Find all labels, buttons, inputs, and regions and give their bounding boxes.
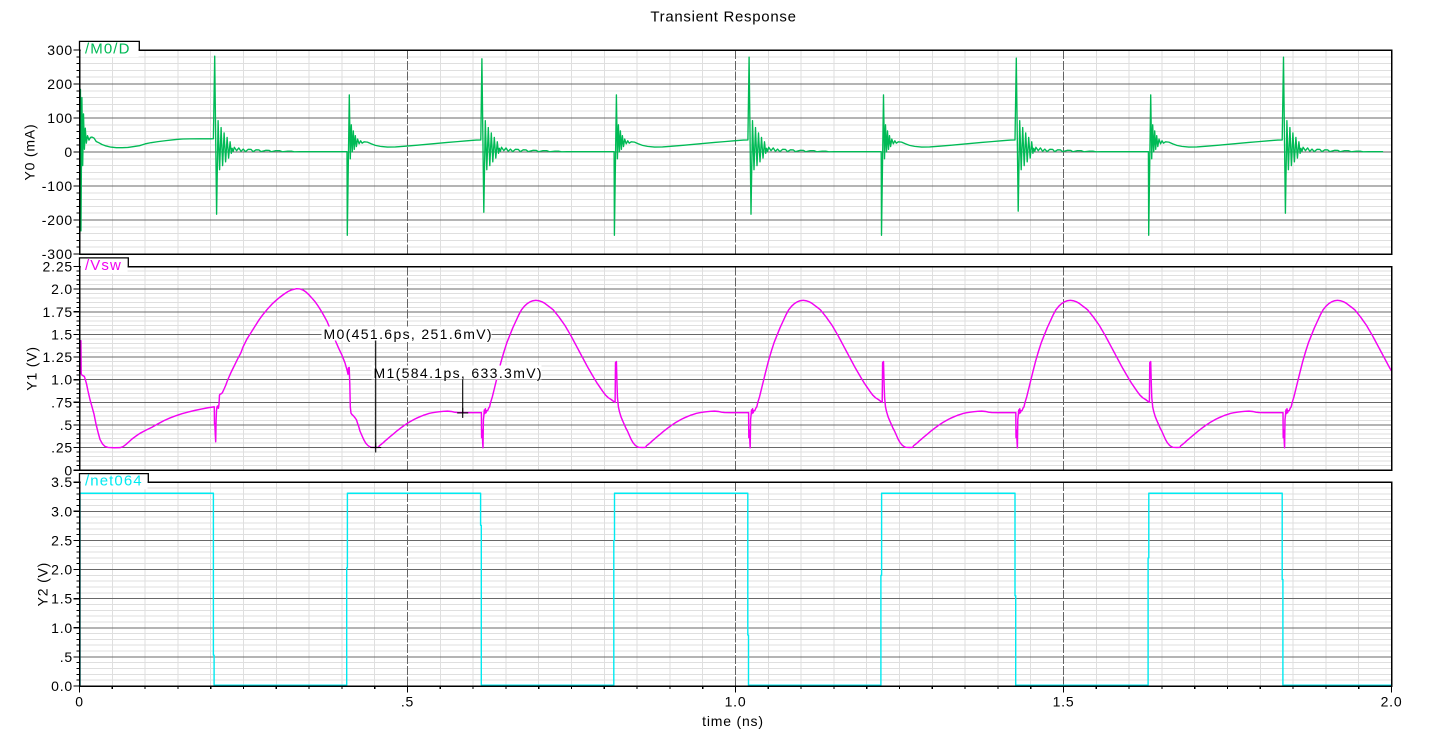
svg-text:M0(451.6ps, 251.6mV): M0(451.6ps, 251.6mV) xyxy=(324,326,493,342)
svg-text:0.0: 0.0 xyxy=(51,678,73,694)
svg-text:2.25: 2.25 xyxy=(43,259,73,275)
svg-text:1.5: 1.5 xyxy=(51,326,73,342)
svg-text:2.0: 2.0 xyxy=(1381,694,1403,710)
svg-text:2.0: 2.0 xyxy=(51,281,73,297)
svg-text:Y2 (V): Y2 (V) xyxy=(35,562,51,606)
svg-text:.75: .75 xyxy=(51,394,73,410)
svg-text:-200: -200 xyxy=(42,212,73,228)
svg-text:0: 0 xyxy=(75,694,84,710)
svg-text:/net064: /net064 xyxy=(85,473,143,490)
svg-text:1.75: 1.75 xyxy=(43,304,73,320)
svg-text:0: 0 xyxy=(64,462,73,478)
svg-text:-100: -100 xyxy=(42,178,73,194)
svg-text:1.0: 1.0 xyxy=(51,620,73,636)
svg-text:3.0: 3.0 xyxy=(51,503,73,519)
svg-text:.5: .5 xyxy=(60,649,73,665)
svg-text:1.25: 1.25 xyxy=(43,349,73,365)
svg-text:1.5: 1.5 xyxy=(1053,694,1075,710)
svg-text:1.0: 1.0 xyxy=(51,372,73,388)
svg-text:1.0: 1.0 xyxy=(725,694,747,710)
svg-text:0: 0 xyxy=(64,144,73,160)
svg-text:/M0/D: /M0/D xyxy=(85,40,131,57)
svg-text:Y0 (mA): Y0 (mA) xyxy=(22,124,38,181)
svg-text:2.5: 2.5 xyxy=(51,532,73,548)
svg-text:Transient Response: Transient Response xyxy=(650,9,796,26)
svg-text:M1(584.1ps, 633.3mV): M1(584.1ps, 633.3mV) xyxy=(374,365,543,381)
svg-text:2.0: 2.0 xyxy=(51,562,73,578)
svg-text:/Vsw: /Vsw xyxy=(85,257,122,274)
svg-text:300: 300 xyxy=(47,42,73,58)
svg-text:-300: -300 xyxy=(42,246,73,262)
svg-text:.5: .5 xyxy=(401,694,414,710)
svg-text:Y1 (V): Y1 (V) xyxy=(23,346,39,390)
svg-text:.25: .25 xyxy=(51,440,73,456)
svg-text:1.5: 1.5 xyxy=(51,591,73,607)
svg-text:3.5: 3.5 xyxy=(51,474,73,490)
svg-text:.5: .5 xyxy=(60,417,73,433)
svg-text:time (ns): time (ns) xyxy=(702,713,764,729)
svg-text:100: 100 xyxy=(47,110,73,126)
svg-text:200: 200 xyxy=(47,76,73,92)
